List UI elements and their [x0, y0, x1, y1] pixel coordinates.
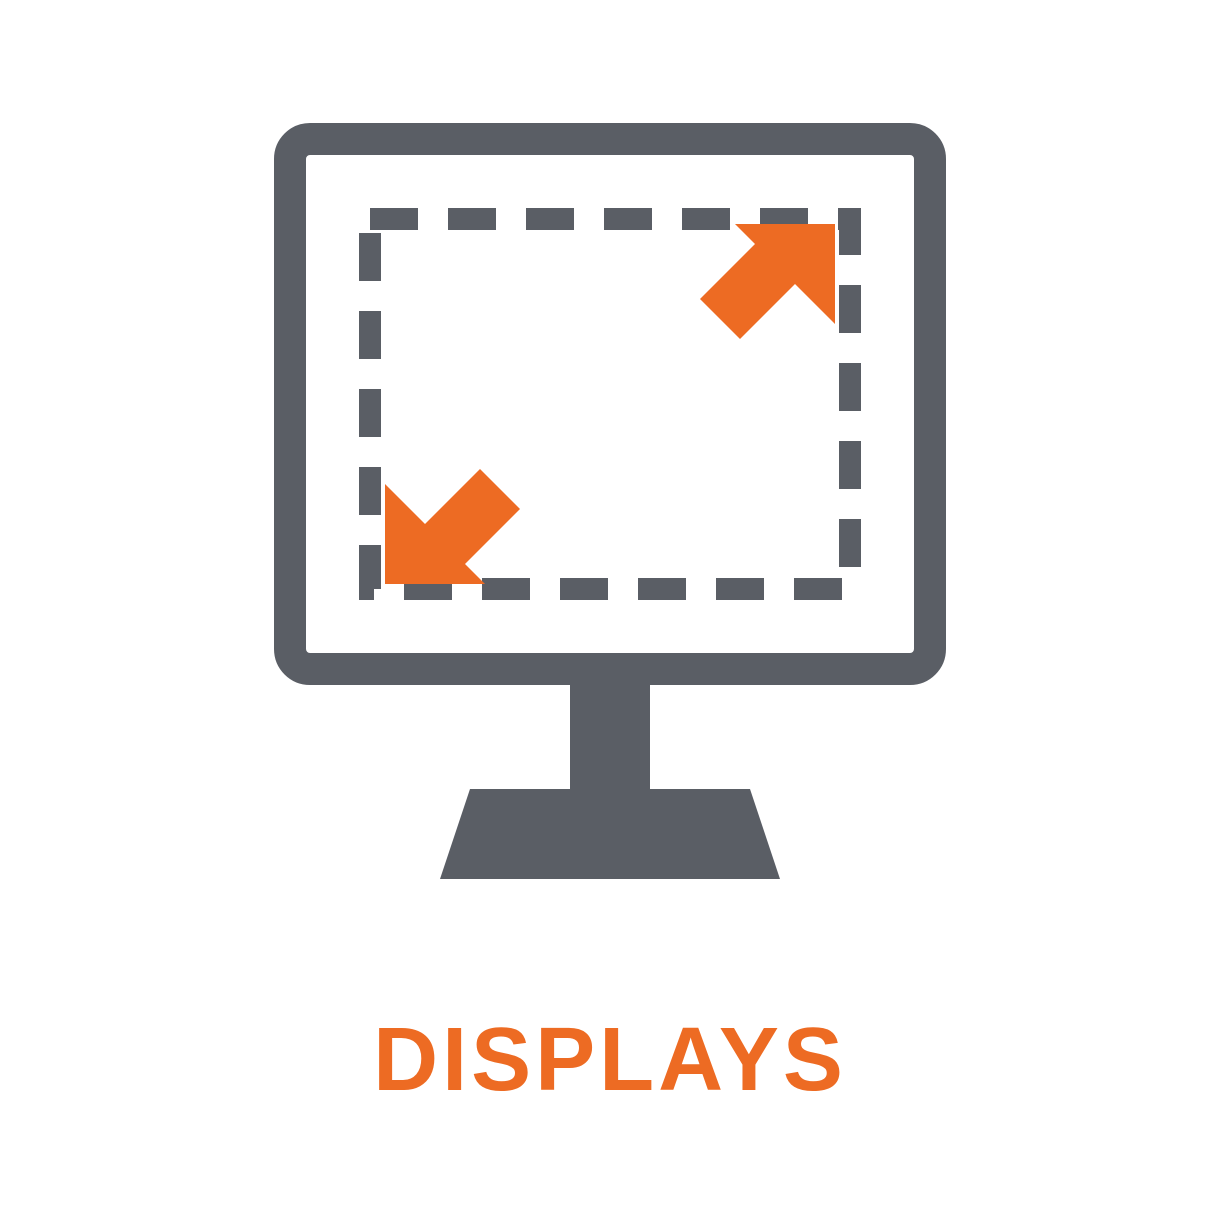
display-icon-container: [260, 109, 960, 959]
display-label: DISPLAYS: [373, 1009, 847, 1112]
monitor-expand-icon: [260, 109, 960, 959]
